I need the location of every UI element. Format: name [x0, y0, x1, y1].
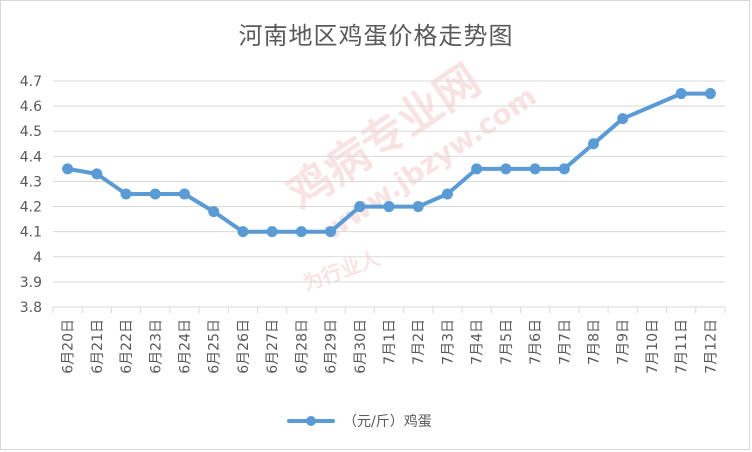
data-point [704, 88, 716, 100]
y-tick-label: 4.1 [20, 225, 42, 241]
watermark-slogan-text: 为行业人 [300, 245, 384, 295]
x-tick-label: 7月8日 [587, 319, 603, 365]
series-line [65, 91, 713, 234]
y-tick-label: 4.4 [20, 149, 42, 165]
data-point [120, 188, 132, 200]
legend-label: （元/斤）鸡蛋 [343, 413, 432, 430]
y-tick-label: 4.3 [20, 174, 42, 190]
data-point [441, 188, 453, 200]
y-tick-label: 4.7 [20, 74, 42, 90]
x-tick-label: 6月30日 [353, 319, 369, 374]
x-tick-label: 6月21日 [90, 319, 106, 374]
data-point [354, 201, 366, 213]
y-tick-label: 4.5 [20, 124, 42, 140]
x-tick-label: 7月5日 [499, 319, 515, 365]
x-tick-label: 7月12日 [703, 319, 719, 374]
data-point [675, 88, 687, 100]
data-point [91, 168, 103, 180]
x-tick-label: 6月20日 [61, 319, 77, 374]
chart-title: 河南地区鸡蛋价格走势图 [238, 22, 514, 50]
data-point [617, 113, 629, 125]
x-tick-label: 6月26日 [236, 319, 252, 374]
data-point [325, 226, 337, 238]
data-point [62, 163, 74, 175]
y-tick-label: 3.8 [20, 300, 42, 316]
x-tick-label: 7月10日 [645, 319, 661, 374]
x-tick-label: 7月2日 [411, 319, 427, 365]
x-tick-label: 7月7日 [557, 319, 573, 365]
x-tick-label: 6月24日 [177, 319, 193, 374]
data-point [588, 138, 600, 150]
data-point [149, 188, 161, 200]
data-point [266, 226, 278, 238]
data-point [558, 163, 570, 175]
x-tick-label: 7月1日 [382, 319, 398, 365]
x-tick-label: 7月11日 [674, 319, 690, 374]
x-axis: 6月20日 6月21日 6月22日 6月23日 6月24日 6月25日 6月26日 6月27日… [52, 307, 726, 374]
x-tick-label: 6月25日 [207, 319, 223, 374]
x-tick-label: 6月23日 [148, 319, 164, 374]
x-tick-label: 6月22日 [119, 319, 135, 374]
legend-point-marker [306, 416, 316, 426]
x-tick-label: 7月6日 [528, 319, 544, 365]
data-point [295, 226, 307, 238]
y-tick-label: 4 [33, 250, 42, 266]
x-tick-label: 6月27日 [265, 319, 281, 374]
y-tick-label: 4.6 [20, 99, 42, 115]
x-tick-label: 6月29日 [324, 319, 340, 374]
series [62, 88, 716, 238]
data-point [178, 188, 190, 200]
data-point [500, 163, 512, 175]
x-tick-label: 7月3日 [440, 319, 456, 365]
data-point [412, 201, 424, 213]
data-point [529, 163, 541, 175]
legend: （元/斤）鸡蛋 [287, 413, 432, 430]
data-point [208, 206, 220, 218]
x-tick-label: 7月4日 [470, 319, 486, 365]
y-tick-label: 3.9 [20, 275, 42, 291]
data-point [237, 226, 249, 238]
y-axis: 3.8 3.9 4 4.1 4.2 4.3 4.4 4.5 4.6 4.7 [20, 74, 42, 316]
data-point [471, 163, 483, 175]
data-point [383, 201, 395, 213]
x-tick-label: 6月28日 [294, 319, 310, 374]
x-tick-label: 7月9日 [616, 319, 632, 365]
y-tick-label: 4.2 [20, 200, 42, 216]
